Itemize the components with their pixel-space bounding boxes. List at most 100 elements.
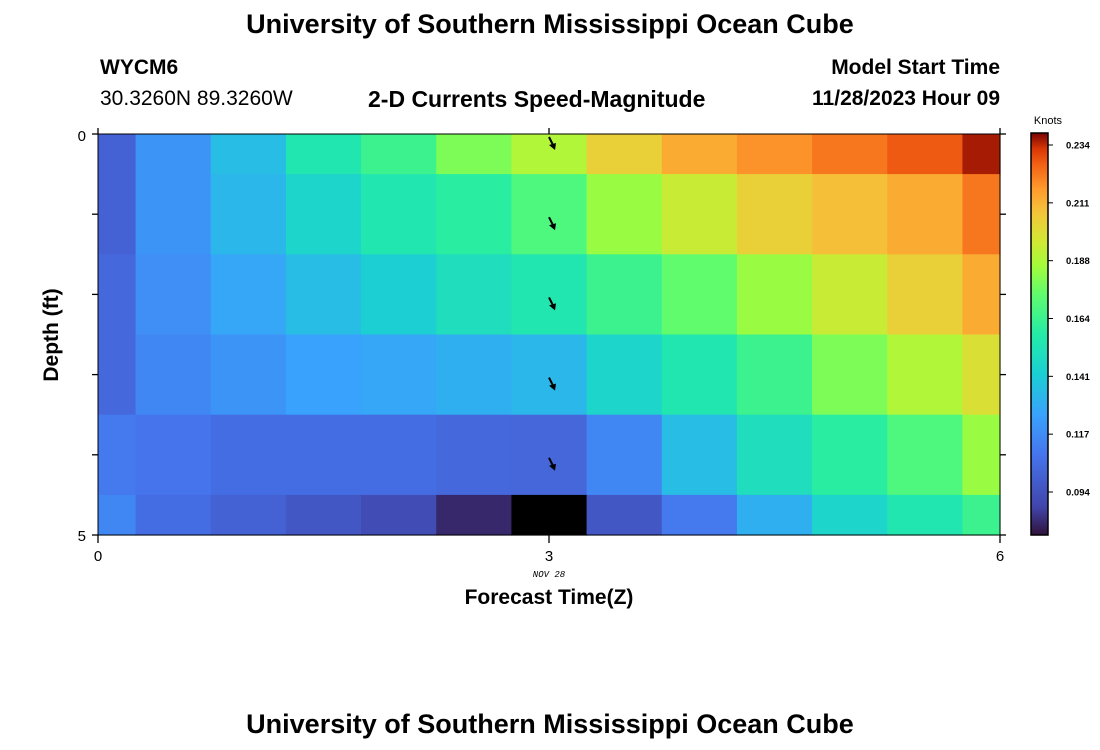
current-arrow xyxy=(548,377,556,391)
heatmap-cell xyxy=(436,414,513,496)
heatmap-cell xyxy=(135,494,212,536)
heatmap-cell xyxy=(285,134,362,175)
heatmap-cell xyxy=(361,414,437,496)
station-coordinates: 30.3260N 89.3260W xyxy=(100,87,293,110)
heatmap-cell xyxy=(135,134,212,175)
heatmap-cell xyxy=(887,174,964,255)
heatmap-cell xyxy=(98,494,137,536)
heatmap-cell xyxy=(661,494,738,536)
heatmap-cell xyxy=(361,494,437,536)
heatmap-cell xyxy=(285,334,362,416)
heatmap-cell xyxy=(210,334,287,416)
heatmap-cell xyxy=(962,494,1001,536)
heatmap-cell xyxy=(511,174,588,255)
heatmap-cell xyxy=(661,334,738,416)
heatmap-cell xyxy=(285,174,362,255)
heatmap-cell xyxy=(285,494,362,536)
heatmap-cell xyxy=(285,414,362,496)
heatmap-cell xyxy=(511,254,588,336)
heatmap-cell xyxy=(661,134,738,175)
page-title: University of Southern Mississippi Ocean… xyxy=(246,9,854,39)
heatmap-cell xyxy=(436,174,513,255)
heatmap-cell xyxy=(436,134,513,175)
heatmap-cell xyxy=(361,134,437,175)
current-arrow xyxy=(548,457,556,471)
heatmap-cell xyxy=(586,174,663,255)
heatmap-cell xyxy=(812,174,888,255)
heatmap-cell xyxy=(887,414,964,496)
heatmap-cell xyxy=(887,134,964,175)
y-tick-label: 0 xyxy=(78,128,86,145)
colorbar xyxy=(1030,132,1049,536)
colorbar-tick-label: 0.211 xyxy=(1066,198,1090,209)
date-sublabel: NOV 28 xyxy=(533,570,566,580)
heatmap-cell xyxy=(812,494,888,536)
y-axis-label: Depth (ft) xyxy=(40,288,63,381)
heatmap-cell xyxy=(736,334,813,416)
plot-title: 2-D Currents Speed-Magnitude xyxy=(368,86,706,112)
heatmap-cell xyxy=(736,414,813,496)
heatmap-cell xyxy=(586,494,663,536)
x-tick-label: 6 xyxy=(996,548,1004,565)
heatmap-cell xyxy=(661,414,738,496)
colorbar-tick-label: 0.234 xyxy=(1066,141,1090,152)
x-tick-label: 0 xyxy=(94,548,102,565)
heatmap-cell xyxy=(361,254,437,336)
heatmap-cell xyxy=(210,414,287,496)
heatmap-cell xyxy=(812,254,888,336)
heatmap-cell xyxy=(962,134,1001,175)
heatmap-cell xyxy=(436,494,513,536)
y-tick-label: 5 xyxy=(78,528,86,545)
colorbar-label: Knots xyxy=(1034,115,1063,127)
heatmap-cell xyxy=(511,134,588,175)
colorbar-tick-label: 0.117 xyxy=(1066,430,1089,441)
heatmap-cell xyxy=(586,334,663,416)
heatmap-cell xyxy=(736,134,813,175)
heatmap-cell xyxy=(98,414,137,496)
heatmap-cell xyxy=(586,134,663,175)
heatmap-cell xyxy=(887,254,964,336)
heatmap-cell xyxy=(361,174,437,255)
heatmap-cell xyxy=(511,494,588,536)
heatmap-cell xyxy=(812,334,888,416)
heatmap-cell xyxy=(586,414,663,496)
footer-title: University of Southern Mississippi Ocean… xyxy=(246,709,854,739)
heatmap-cell xyxy=(135,254,212,336)
heatmap-cell xyxy=(812,414,888,496)
heatmap-cell xyxy=(887,494,964,536)
heatmap-cell xyxy=(962,254,1001,336)
heatmap-cell xyxy=(285,254,362,336)
heatmap-cell xyxy=(962,334,1001,416)
colorbar-tick-label: 0.188 xyxy=(1066,256,1090,267)
heatmap-cell xyxy=(736,174,813,255)
heatmap-cell xyxy=(962,174,1001,255)
current-arrows xyxy=(548,136,556,471)
station-id: WYCM6 xyxy=(100,56,179,79)
model-start-value: 11/28/2023 Hour 09 xyxy=(812,87,1000,110)
heatmap-cell xyxy=(962,414,1001,496)
heatmap-cell xyxy=(135,334,212,416)
heatmap-cell xyxy=(887,334,964,416)
colorbar-tick-label: 0.141 xyxy=(1066,372,1090,383)
heatmap-cell xyxy=(210,134,287,175)
heatmap-cell xyxy=(436,334,513,416)
heatmap-cell xyxy=(511,414,588,496)
heatmap-cell xyxy=(98,134,137,175)
heatmap-cell xyxy=(210,494,287,536)
heatmap-cell xyxy=(210,254,287,336)
current-arrow xyxy=(548,216,556,231)
heatmap-cell xyxy=(661,254,738,336)
model-start-label: Model Start Time xyxy=(831,56,1000,79)
heatmap-cell xyxy=(98,174,137,255)
x-tick-label: 3 xyxy=(545,548,553,565)
heatmap-cell xyxy=(98,334,137,416)
heatmap-cell xyxy=(511,334,588,416)
heatmap-cell xyxy=(436,254,513,336)
heatmap-cell xyxy=(736,494,813,536)
heatmap-cell xyxy=(361,334,437,416)
current-arrow xyxy=(548,296,556,311)
heatmap-cell xyxy=(135,414,212,496)
colorbar-tick-label: 0.094 xyxy=(1066,488,1090,499)
heatmap-cell xyxy=(98,254,137,336)
